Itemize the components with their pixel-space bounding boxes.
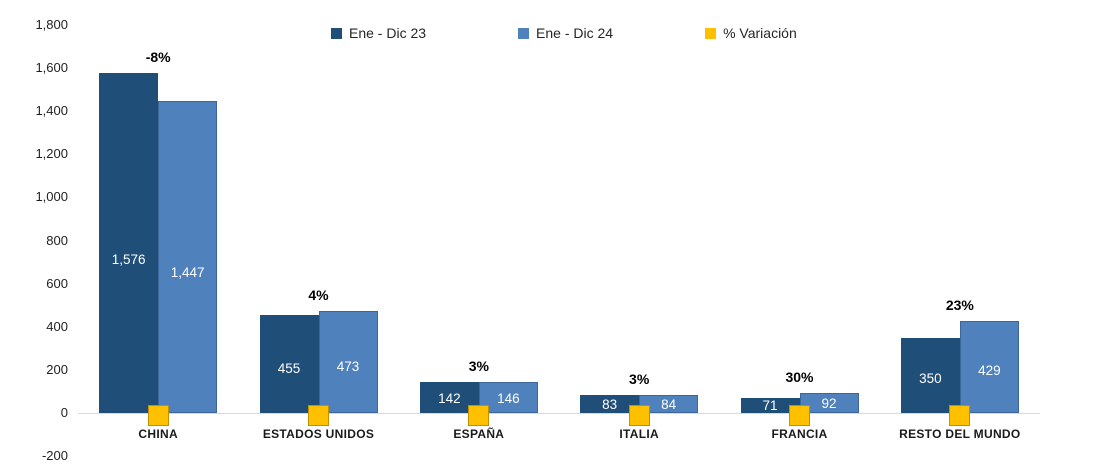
- chart-legend: Ene - Dic 23 Ene - Dic 24 % Variación: [331, 25, 797, 41]
- y-axis-tick-label: 200: [46, 361, 68, 377]
- legend-swatch-variacion-icon: [705, 27, 717, 39]
- variation-label: 30%: [785, 369, 814, 386]
- variation-label: -8%: [145, 49, 171, 66]
- legend-item-ene-dic-23[interactable]: Ene - Dic 23: [331, 25, 426, 41]
- bar-ene-dic-24[interactable]: [799, 393, 859, 413]
- variation-marker[interactable]: [147, 405, 169, 426]
- legend-swatch-ene-dic-23-icon: [331, 27, 342, 39]
- bar-ene-dic-23[interactable]: [259, 314, 319, 413]
- bar-value-label: 429: [978, 363, 1001, 379]
- y-axis-tick-label: 1,000: [35, 189, 68, 205]
- category-label: RESTO DEL MUNDO: [899, 427, 1021, 441]
- legend-swatch-ene-dic-24-icon: [518, 27, 530, 39]
- variation-label: 23%: [945, 296, 974, 313]
- category-label: ESPAÑA: [453, 427, 505, 441]
- bar-value-label: 92: [821, 396, 837, 412]
- y-axis-tick-label: 1,400: [35, 103, 68, 119]
- bar-value-label: 146: [497, 390, 520, 406]
- bar-value-label: 84: [661, 396, 677, 412]
- bar-value-label: 1,576: [111, 252, 146, 268]
- y-axis-tick-label: 1,200: [35, 146, 68, 162]
- variation-marker[interactable]: [949, 405, 971, 426]
- bar-ene-dic-24[interactable]: [639, 394, 699, 413]
- y-axis-tick-label: 0: [60, 405, 68, 420]
- bar-value-label: 1,447: [170, 264, 205, 280]
- bar-value-label: 83: [602, 396, 618, 412]
- variation-marker[interactable]: [628, 405, 650, 426]
- bar-value-label: 455: [277, 360, 301, 376]
- bar-value-label: 473: [336, 359, 360, 375]
- category-label: ITALIA: [619, 427, 659, 441]
- bar-ene-dic-24[interactable]: [478, 381, 538, 413]
- legend-item-variacion[interactable]: % Variación: [705, 25, 797, 41]
- bar-ene-dic-23[interactable]: [99, 73, 159, 413]
- category-label: CHINA: [138, 427, 178, 441]
- variation-label: 3%: [629, 370, 650, 387]
- bar-ene-dic-24[interactable]: [318, 311, 378, 413]
- bar-ene-dic-23[interactable]: [740, 397, 800, 413]
- bar-value-label: 142: [438, 391, 461, 407]
- bar-ene-dic-24[interactable]: [158, 101, 218, 413]
- bar-ene-dic-23[interactable]: [900, 337, 960, 413]
- y-axis-tick-label: 1,600: [35, 60, 68, 76]
- variation-marker[interactable]: [468, 405, 490, 426]
- legend-label-ene-dic-24: Ene - Dic 24: [536, 25, 614, 41]
- variation-label: 4%: [308, 287, 329, 304]
- y-axis-tick-label: -200: [41, 448, 68, 464]
- legend-item-ene-dic-24[interactable]: Ene - Dic 24: [518, 25, 613, 41]
- y-axis-tick-label: 800: [46, 232, 68, 248]
- bar-ene-dic-24[interactable]: [959, 320, 1019, 413]
- legend-label-variacion: % Variación: [723, 25, 797, 41]
- variation-marker[interactable]: [789, 405, 810, 426]
- bar-value-label: 350: [919, 371, 942, 387]
- bar-value-label: 71: [762, 398, 778, 414]
- x-axis-line: [78, 413, 1040, 414]
- category-label: ESTADOS UNIDOS: [262, 427, 375, 441]
- y-axis-tick-label: 400: [46, 318, 68, 334]
- bar-ene-dic-23[interactable]: [580, 395, 640, 413]
- y-axis-tick-label: 600: [46, 275, 68, 291]
- y-axis-tick-label: 1,800: [35, 17, 68, 32]
- variation-marker[interactable]: [308, 405, 329, 426]
- variation-label: 3%: [468, 357, 489, 374]
- category-label: FRANCIA: [771, 427, 828, 441]
- legend-label-ene-dic-23: Ene - Dic 23: [349, 25, 427, 41]
